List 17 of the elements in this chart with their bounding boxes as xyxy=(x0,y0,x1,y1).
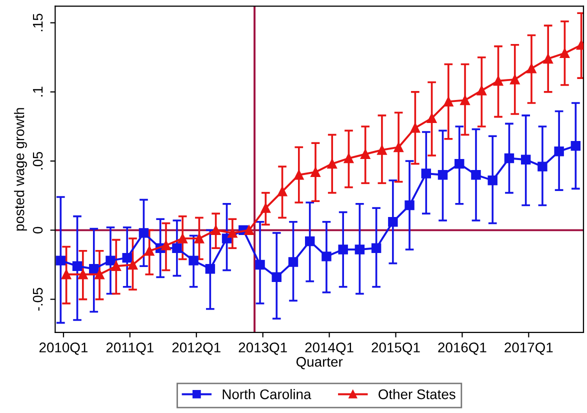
y-axis-title: posted wage growth xyxy=(14,108,27,231)
x-axis-title: Quarter xyxy=(296,356,343,370)
x-tick-label: 2010Q1 xyxy=(39,342,88,355)
y-tick-label: 0 xyxy=(32,226,43,234)
y-tick-label: .05 xyxy=(32,152,43,170)
y-tick-label: .15 xyxy=(33,14,43,32)
x-tick-label: 2012Q1 xyxy=(172,342,220,355)
x-tick-label: 2017Q1 xyxy=(504,342,553,355)
y-tick-label: -.05 xyxy=(32,288,43,311)
legend-label: Other States xyxy=(378,389,456,400)
legend-label: North Carolina xyxy=(222,389,312,400)
y-tick-label: .1 xyxy=(33,86,43,96)
x-tick-label: 2015Q1 xyxy=(372,342,420,355)
x-tick-label: 2011Q1 xyxy=(106,342,154,355)
x-tick-label: 2016Q1 xyxy=(438,342,486,355)
x-tick-label: 2013Q1 xyxy=(238,342,287,355)
x-tick-label: 2014Q1 xyxy=(305,342,354,355)
